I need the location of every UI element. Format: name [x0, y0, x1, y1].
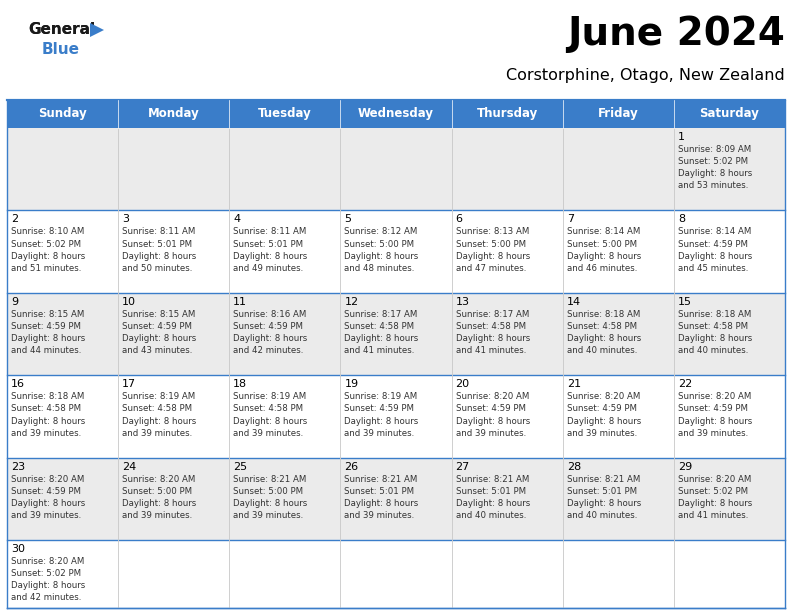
Text: Sunrise: 8:10 AM
Sunset: 5:02 PM
Daylight: 8 hours
and 51 minutes.: Sunrise: 8:10 AM Sunset: 5:02 PM Dayligh…: [11, 228, 86, 273]
Text: June 2024: June 2024: [567, 15, 785, 53]
Text: Sunrise: 8:20 AM
Sunset: 5:00 PM
Daylight: 8 hours
and 39 minutes.: Sunrise: 8:20 AM Sunset: 5:00 PM Dayligh…: [122, 474, 196, 520]
Text: 10: 10: [122, 297, 136, 307]
Text: Sunrise: 8:14 AM
Sunset: 4:59 PM
Daylight: 8 hours
and 45 minutes.: Sunrise: 8:14 AM Sunset: 4:59 PM Dayligh…: [678, 228, 752, 273]
Text: 18: 18: [234, 379, 247, 389]
Text: 17: 17: [122, 379, 136, 389]
Text: Sunrise: 8:17 AM
Sunset: 4:58 PM
Daylight: 8 hours
and 41 minutes.: Sunrise: 8:17 AM Sunset: 4:58 PM Dayligh…: [345, 310, 419, 355]
Text: 24: 24: [122, 461, 136, 472]
Text: Sunrise: 8:19 AM
Sunset: 4:58 PM
Daylight: 8 hours
and 39 minutes.: Sunrise: 8:19 AM Sunset: 4:58 PM Dayligh…: [122, 392, 196, 438]
Text: Sunrise: 8:20 AM
Sunset: 4:59 PM
Daylight: 8 hours
and 39 minutes.: Sunrise: 8:20 AM Sunset: 4:59 PM Dayligh…: [455, 392, 530, 438]
Text: Saturday: Saturday: [699, 108, 760, 121]
FancyBboxPatch shape: [118, 100, 230, 128]
Text: Sunrise: 8:15 AM
Sunset: 4:59 PM
Daylight: 8 hours
and 44 minutes.: Sunrise: 8:15 AM Sunset: 4:59 PM Dayligh…: [11, 310, 86, 355]
Text: 28: 28: [567, 461, 581, 472]
Text: Sunrise: 8:16 AM
Sunset: 4:59 PM
Daylight: 8 hours
and 42 minutes.: Sunrise: 8:16 AM Sunset: 4:59 PM Dayligh…: [234, 310, 307, 355]
Text: 11: 11: [234, 297, 247, 307]
Text: 9: 9: [11, 297, 18, 307]
Text: Sunrise: 8:18 AM
Sunset: 4:58 PM
Daylight: 8 hours
and 39 minutes.: Sunrise: 8:18 AM Sunset: 4:58 PM Dayligh…: [11, 392, 86, 438]
FancyBboxPatch shape: [7, 128, 785, 211]
Text: 8: 8: [678, 214, 685, 225]
Text: 21: 21: [567, 379, 581, 389]
Text: 30: 30: [11, 544, 25, 554]
Text: 29: 29: [678, 461, 692, 472]
Text: Sunrise: 8:21 AM
Sunset: 5:01 PM
Daylight: 8 hours
and 40 minutes.: Sunrise: 8:21 AM Sunset: 5:01 PM Dayligh…: [567, 474, 641, 520]
Text: Sunrise: 8:13 AM
Sunset: 5:00 PM
Daylight: 8 hours
and 47 minutes.: Sunrise: 8:13 AM Sunset: 5:00 PM Dayligh…: [455, 228, 530, 273]
Text: 22: 22: [678, 379, 692, 389]
FancyBboxPatch shape: [7, 211, 785, 293]
FancyBboxPatch shape: [562, 100, 674, 128]
Text: Sunrise: 8:21 AM
Sunset: 5:01 PM
Daylight: 8 hours
and 39 minutes.: Sunrise: 8:21 AM Sunset: 5:01 PM Dayligh…: [345, 474, 419, 520]
Text: Sunrise: 8:19 AM
Sunset: 4:58 PM
Daylight: 8 hours
and 39 minutes.: Sunrise: 8:19 AM Sunset: 4:58 PM Dayligh…: [234, 392, 307, 438]
FancyBboxPatch shape: [7, 540, 785, 608]
Text: Blue: Blue: [42, 42, 80, 57]
Text: Sunrise: 8:21 AM
Sunset: 5:01 PM
Daylight: 8 hours
and 40 minutes.: Sunrise: 8:21 AM Sunset: 5:01 PM Dayligh…: [455, 474, 530, 520]
Text: Sunrise: 8:12 AM
Sunset: 5:00 PM
Daylight: 8 hours
and 48 minutes.: Sunrise: 8:12 AM Sunset: 5:00 PM Dayligh…: [345, 228, 419, 273]
Text: Sunrise: 8:20 AM
Sunset: 5:02 PM
Daylight: 8 hours
and 41 minutes.: Sunrise: 8:20 AM Sunset: 5:02 PM Dayligh…: [678, 474, 752, 520]
Text: Sunrise: 8:20 AM
Sunset: 4:59 PM
Daylight: 8 hours
and 39 minutes.: Sunrise: 8:20 AM Sunset: 4:59 PM Dayligh…: [678, 392, 752, 438]
Text: Sunrise: 8:18 AM
Sunset: 4:58 PM
Daylight: 8 hours
and 40 minutes.: Sunrise: 8:18 AM Sunset: 4:58 PM Dayligh…: [567, 310, 641, 355]
FancyBboxPatch shape: [674, 100, 785, 128]
Text: Sunrise: 8:15 AM
Sunset: 4:59 PM
Daylight: 8 hours
and 43 minutes.: Sunrise: 8:15 AM Sunset: 4:59 PM Dayligh…: [122, 310, 196, 355]
Text: 20: 20: [455, 379, 470, 389]
Text: General: General: [28, 22, 95, 37]
Text: Sunrise: 8:11 AM
Sunset: 5:01 PM
Daylight: 8 hours
and 49 minutes.: Sunrise: 8:11 AM Sunset: 5:01 PM Dayligh…: [234, 228, 307, 273]
Text: Tuesday: Tuesday: [258, 108, 312, 121]
Text: General: General: [28, 22, 95, 37]
Text: Sunrise: 8:11 AM
Sunset: 5:01 PM
Daylight: 8 hours
and 50 minutes.: Sunrise: 8:11 AM Sunset: 5:01 PM Dayligh…: [122, 228, 196, 273]
FancyBboxPatch shape: [7, 375, 785, 458]
Text: 4: 4: [234, 214, 241, 225]
Text: 3: 3: [122, 214, 129, 225]
Text: 6: 6: [455, 214, 463, 225]
Text: Sunrise: 8:09 AM
Sunset: 5:02 PM
Daylight: 8 hours
and 53 minutes.: Sunrise: 8:09 AM Sunset: 5:02 PM Dayligh…: [678, 145, 752, 190]
FancyBboxPatch shape: [341, 100, 451, 128]
Text: 16: 16: [11, 379, 25, 389]
Text: 12: 12: [345, 297, 359, 307]
FancyBboxPatch shape: [230, 100, 341, 128]
Text: Friday: Friday: [598, 108, 638, 121]
Text: 14: 14: [567, 297, 581, 307]
Text: 2: 2: [11, 214, 18, 225]
Text: Sunrise: 8:14 AM
Sunset: 5:00 PM
Daylight: 8 hours
and 46 minutes.: Sunrise: 8:14 AM Sunset: 5:00 PM Dayligh…: [567, 228, 641, 273]
Text: Wednesday: Wednesday: [358, 108, 434, 121]
Text: Sunday: Sunday: [38, 108, 87, 121]
Text: Sunrise: 8:20 AM
Sunset: 5:02 PM
Daylight: 8 hours
and 42 minutes.: Sunrise: 8:20 AM Sunset: 5:02 PM Dayligh…: [11, 557, 86, 602]
Text: Corstorphine, Otago, New Zealand: Corstorphine, Otago, New Zealand: [506, 68, 785, 83]
Text: Sunrise: 8:21 AM
Sunset: 5:00 PM
Daylight: 8 hours
and 39 minutes.: Sunrise: 8:21 AM Sunset: 5:00 PM Dayligh…: [234, 474, 307, 520]
Text: Sunrise: 8:19 AM
Sunset: 4:59 PM
Daylight: 8 hours
and 39 minutes.: Sunrise: 8:19 AM Sunset: 4:59 PM Dayligh…: [345, 392, 419, 438]
Text: 1: 1: [678, 132, 685, 142]
Text: 23: 23: [11, 461, 25, 472]
Text: Sunrise: 8:17 AM
Sunset: 4:58 PM
Daylight: 8 hours
and 41 minutes.: Sunrise: 8:17 AM Sunset: 4:58 PM Dayligh…: [455, 310, 530, 355]
Text: 27: 27: [455, 461, 470, 472]
Text: Sunrise: 8:20 AM
Sunset: 4:59 PM
Daylight: 8 hours
and 39 minutes.: Sunrise: 8:20 AM Sunset: 4:59 PM Dayligh…: [567, 392, 641, 438]
Text: Sunrise: 8:18 AM
Sunset: 4:58 PM
Daylight: 8 hours
and 40 minutes.: Sunrise: 8:18 AM Sunset: 4:58 PM Dayligh…: [678, 310, 752, 355]
FancyBboxPatch shape: [7, 100, 118, 128]
Text: Thursday: Thursday: [477, 108, 538, 121]
FancyBboxPatch shape: [451, 100, 562, 128]
Text: 15: 15: [678, 297, 692, 307]
Text: 7: 7: [567, 214, 574, 225]
Text: Sunrise: 8:20 AM
Sunset: 4:59 PM
Daylight: 8 hours
and 39 minutes.: Sunrise: 8:20 AM Sunset: 4:59 PM Dayligh…: [11, 474, 86, 520]
Text: 26: 26: [345, 461, 359, 472]
FancyBboxPatch shape: [7, 458, 785, 540]
Text: 13: 13: [455, 297, 470, 307]
Text: 5: 5: [345, 214, 352, 225]
Polygon shape: [90, 23, 104, 37]
Text: 25: 25: [234, 461, 247, 472]
Text: Monday: Monday: [148, 108, 200, 121]
Text: 19: 19: [345, 379, 359, 389]
FancyBboxPatch shape: [7, 293, 785, 375]
